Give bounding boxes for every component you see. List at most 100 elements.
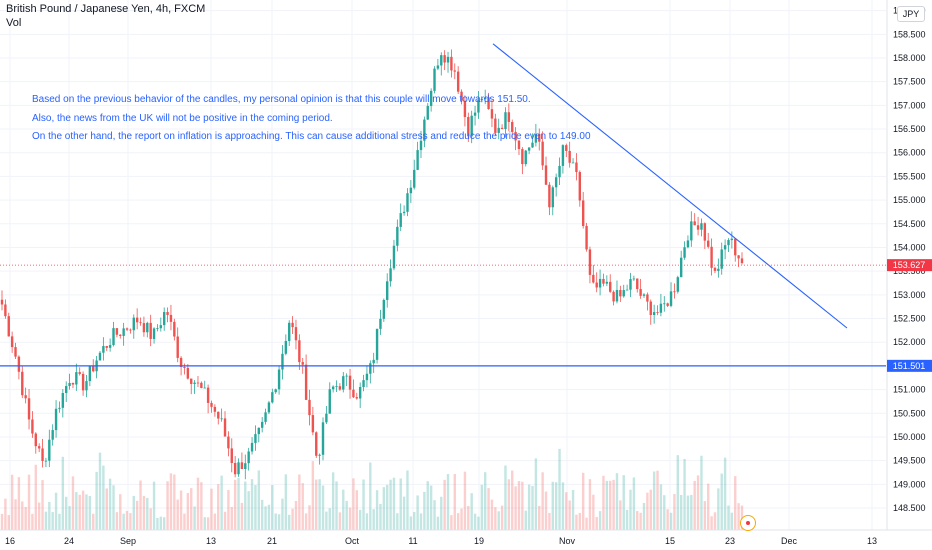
candle-body xyxy=(291,322,294,328)
candle-body xyxy=(92,365,95,372)
candle-body xyxy=(619,289,622,297)
volume-bar xyxy=(244,481,247,530)
candle-body xyxy=(149,322,152,339)
volume-bar xyxy=(710,516,713,530)
currency-button[interactable]: JPY xyxy=(897,6,925,22)
annotation-text-2[interactable]: Also, the news from the UK will not be p… xyxy=(32,113,333,124)
time-tick-label: 24 xyxy=(64,536,74,546)
candle-body xyxy=(426,105,429,120)
volume-bar xyxy=(71,476,75,530)
candle-body xyxy=(375,328,379,360)
candle-body xyxy=(183,367,186,368)
price-tick-label: 153.000 xyxy=(893,290,926,300)
time-tick-label: 19 xyxy=(474,536,484,546)
candle-body xyxy=(152,328,156,339)
candle-body xyxy=(413,169,416,188)
volume-bar xyxy=(298,474,301,530)
volume-bar xyxy=(200,482,203,530)
volume-bar xyxy=(612,479,615,530)
candle-body xyxy=(284,340,288,354)
candle-body xyxy=(31,419,34,434)
volume-bar xyxy=(162,517,166,530)
volume-bar xyxy=(129,513,132,530)
volume-bar xyxy=(720,473,723,530)
candle-body xyxy=(456,71,460,92)
volume-bar xyxy=(61,456,65,530)
candle-body xyxy=(548,184,551,208)
volume-bar xyxy=(325,511,328,530)
volume-bar xyxy=(673,494,676,530)
volume-bar xyxy=(92,513,95,530)
candle-body xyxy=(609,281,612,292)
time-tick-label: 13 xyxy=(867,536,877,546)
volume-bar xyxy=(375,490,379,530)
candle-body xyxy=(700,223,703,230)
volume-bar xyxy=(602,475,605,530)
volume-bar xyxy=(10,474,14,530)
price-tick-label: 148.500 xyxy=(893,503,926,513)
replay-button[interactable] xyxy=(740,515,756,531)
volume-bar xyxy=(409,516,413,530)
volume-bar xyxy=(281,498,284,530)
volume-bar xyxy=(78,494,81,530)
candle-body xyxy=(612,291,615,302)
volume-bar xyxy=(81,490,85,530)
candle-body xyxy=(227,436,230,449)
candle-body xyxy=(328,389,331,414)
volume-bar xyxy=(369,462,372,530)
volume-bar xyxy=(666,509,669,530)
candle-body xyxy=(223,418,227,437)
candle-body xyxy=(396,226,399,246)
candle-body xyxy=(61,392,65,408)
candle-body xyxy=(740,258,744,264)
candle-body xyxy=(453,70,456,72)
volume-bar xyxy=(179,490,183,530)
volume-bar xyxy=(456,513,460,530)
candle-body xyxy=(34,433,37,447)
trendline[interactable] xyxy=(492,43,848,329)
volume-bar xyxy=(429,485,433,530)
volume-bar xyxy=(37,502,41,530)
volume-bar xyxy=(14,499,17,530)
volume-bar xyxy=(382,487,386,530)
annotation-text-1[interactable]: Based on the previous behavior of the ca… xyxy=(32,94,531,105)
volume-bar xyxy=(386,484,389,530)
volume-bar xyxy=(433,500,436,530)
volume-bar xyxy=(440,496,443,530)
candle-body xyxy=(274,389,277,393)
volume-bar xyxy=(257,470,261,530)
candle-body xyxy=(264,412,267,422)
annotation-text-3[interactable]: On the other hand, the report on inflati… xyxy=(32,131,591,142)
volume-bar xyxy=(190,488,193,530)
volume-bar xyxy=(500,505,504,530)
volume-bar xyxy=(54,492,58,530)
volume-bar xyxy=(443,479,446,530)
candle-body xyxy=(10,336,14,348)
candle-body xyxy=(524,150,527,165)
volume-bar xyxy=(541,472,544,530)
candle-body xyxy=(355,397,358,399)
volume-bar xyxy=(676,455,679,530)
candle-body xyxy=(173,321,176,337)
candle-body xyxy=(602,278,605,284)
volume-bar xyxy=(68,506,71,530)
candle-body xyxy=(497,127,500,133)
volume-bar xyxy=(7,515,10,530)
volume-bar xyxy=(629,489,632,530)
candle-body xyxy=(382,299,386,319)
price-tick-label: 156.500 xyxy=(893,124,926,134)
candle-body xyxy=(598,278,602,288)
volume-bar xyxy=(636,511,639,530)
volume-bar xyxy=(358,509,362,530)
candle-body xyxy=(538,134,541,142)
candle-body xyxy=(419,140,423,151)
candle-body xyxy=(622,290,625,297)
time-axis[interactable] xyxy=(0,530,932,550)
volume-bar xyxy=(294,500,298,530)
candle-body xyxy=(14,347,17,357)
candle-body xyxy=(450,56,453,71)
candle-body xyxy=(85,381,88,391)
volume-bar xyxy=(166,481,169,530)
volume-bar xyxy=(571,490,575,530)
